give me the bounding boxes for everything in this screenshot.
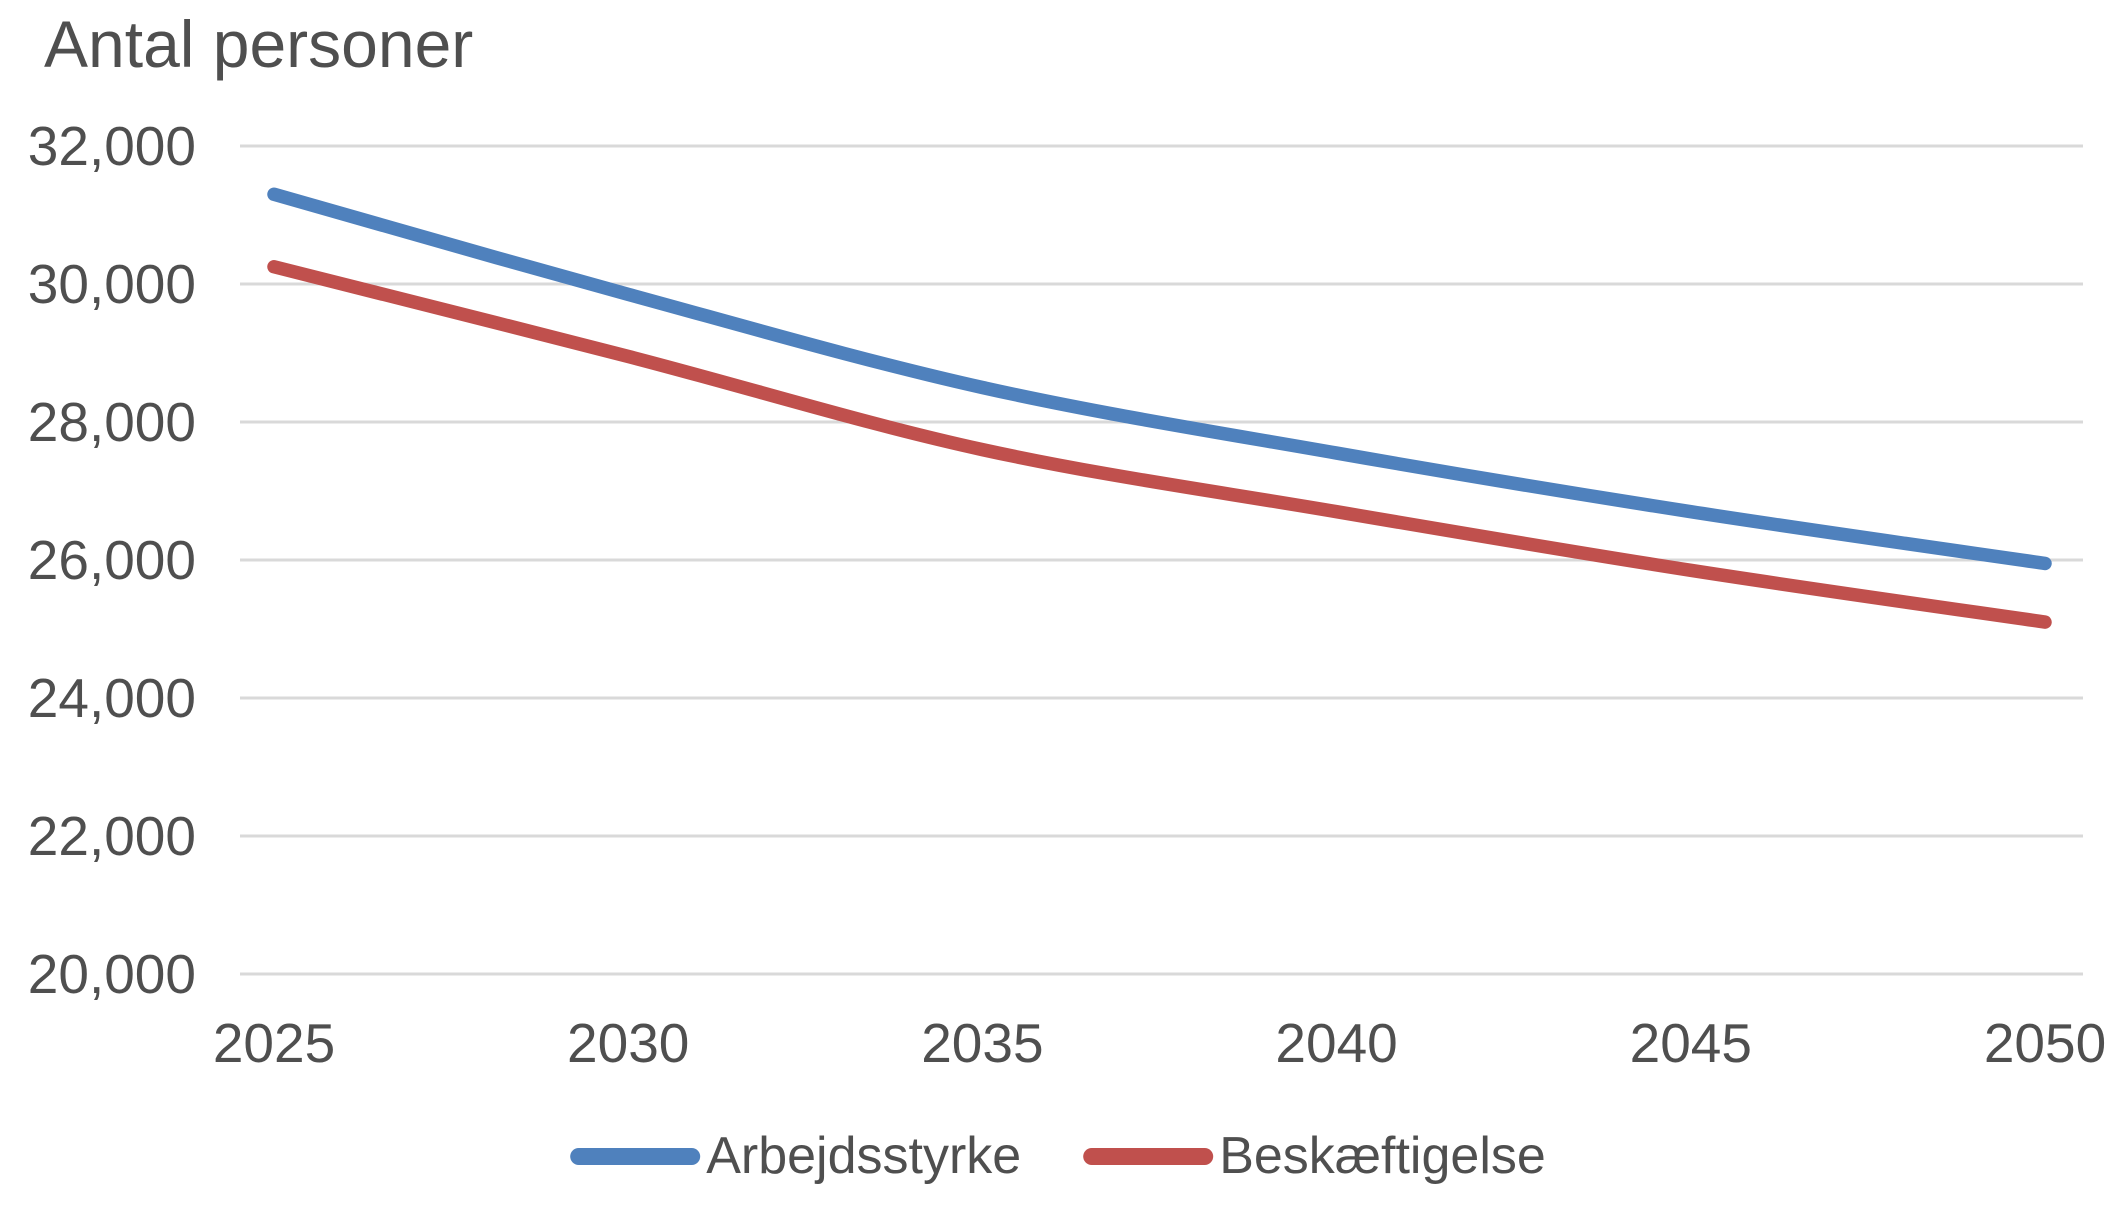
y-axis-tick-label: 22,000 — [28, 805, 196, 867]
x-axis-tick-label: 2025 — [213, 1012, 335, 1074]
x-axis-tick-label: 2035 — [921, 1012, 1043, 1074]
legend-item-arbejdsstyrke: Arbejdsstyrke — [570, 1127, 1022, 1185]
x-axis-tick-label: 2040 — [1275, 1012, 1397, 1074]
chart-legend: Arbejdsstyrke Beskæftigelse — [570, 1127, 1546, 1185]
x-axis-tick-label: 2030 — [567, 1012, 689, 1074]
y-axis-tick-label: 26,000 — [28, 529, 196, 591]
legend-item-beskaeftigelse: Beskæftigelse — [1083, 1127, 1546, 1185]
y-axis-tick-label: 20,000 — [28, 943, 196, 1005]
series-line-arbejdsstyrke — [267, 187, 2052, 571]
y-axis-tick-label: 28,000 — [28, 391, 196, 453]
y-axis-tick-label: 24,000 — [28, 667, 196, 729]
legend-swatch-arbejdsstyrke-icon — [570, 1148, 701, 1166]
chart-title: Antal personer — [44, 7, 474, 81]
legend-label-arbejdsstyrke: Arbejdsstyrke — [706, 1127, 1022, 1185]
legend-swatch-beskaeftigelse-icon — [1083, 1148, 1214, 1166]
y-axis-tick-label: 30,000 — [28, 253, 196, 315]
series-line-beskæftigelse — [267, 260, 2052, 629]
x-axis-tick-label: 2050 — [1984, 1012, 2106, 1074]
x-axis-tick-label: 2045 — [1630, 1012, 1752, 1074]
legend-label-beskaeftigelse: Beskæftigelse — [1219, 1127, 1546, 1185]
y-axis-tick-label: 32,000 — [28, 115, 196, 177]
